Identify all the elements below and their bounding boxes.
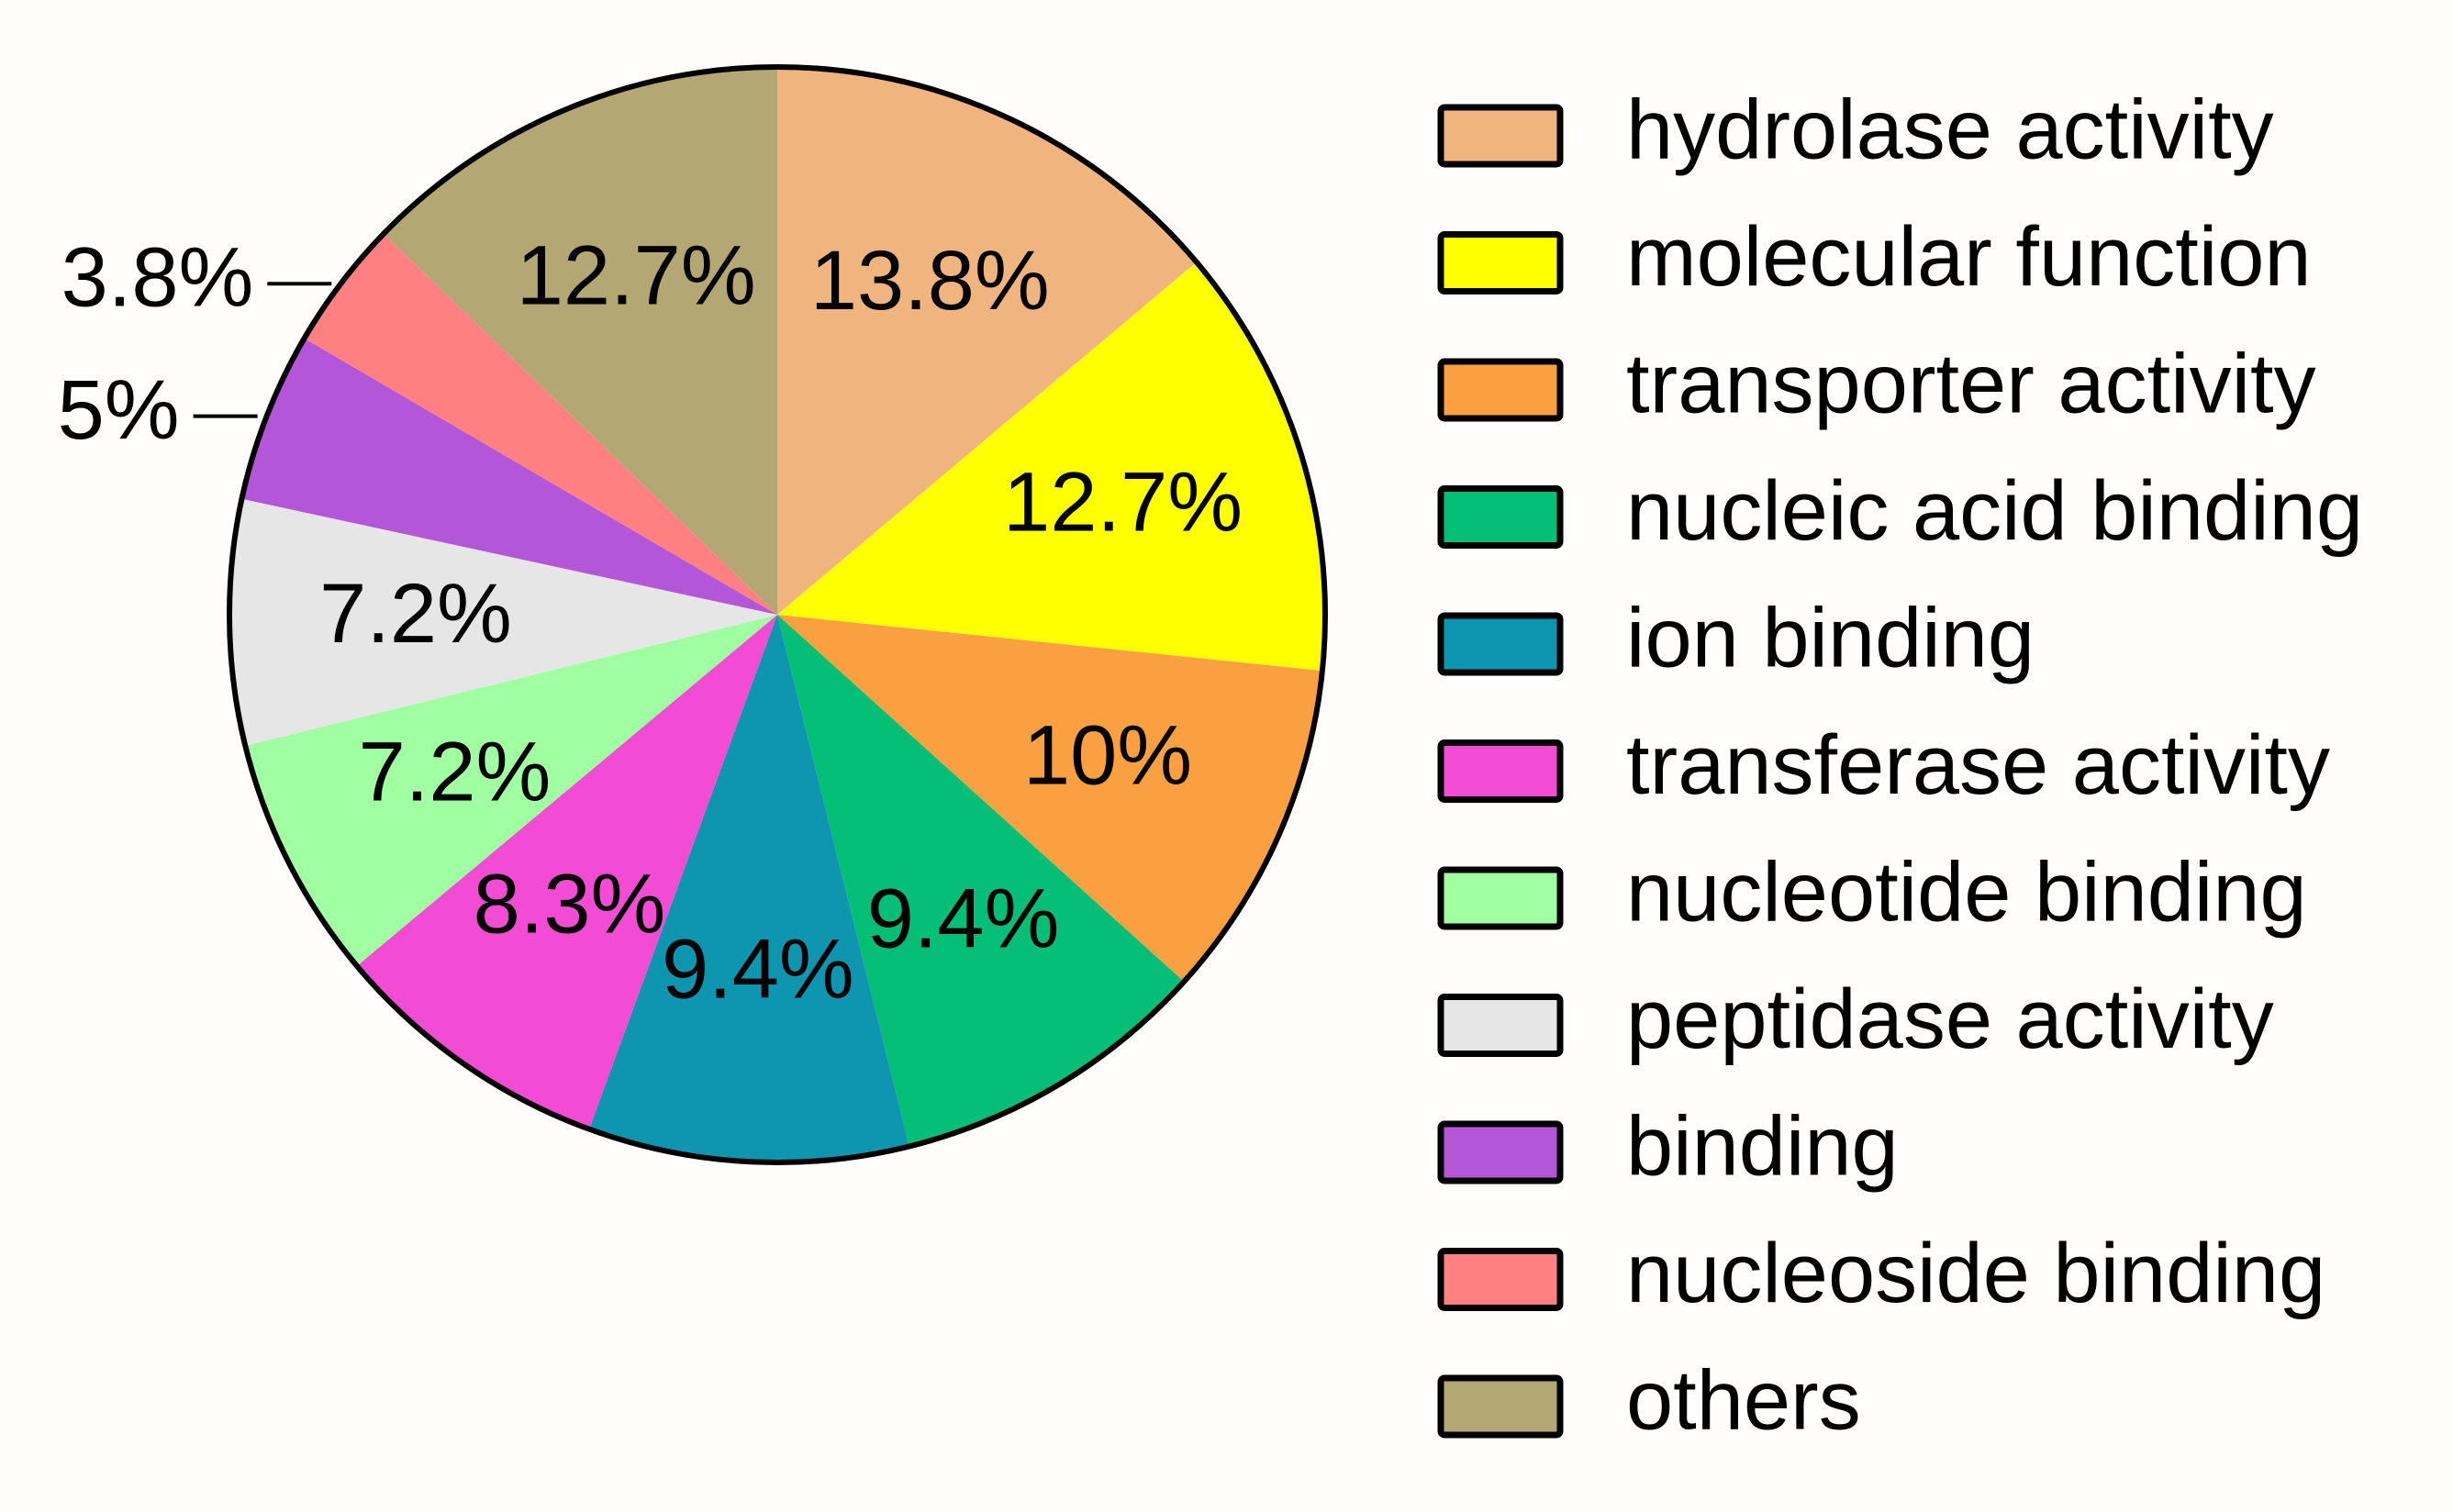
legend-swatch — [1437, 1120, 1564, 1184]
slice-label: 12.7% — [1003, 455, 1243, 549]
legend-swatch — [1437, 358, 1564, 422]
pie-slice — [777, 615, 1322, 982]
slice-label: 10% — [1023, 708, 1192, 802]
pie-outline — [227, 64, 1328, 1165]
slice-label: 8.3% — [474, 858, 666, 951]
legend-swatch — [1437, 866, 1564, 930]
slice-label: 12.7% — [517, 229, 756, 323]
pie-slice — [241, 338, 777, 615]
legend-label: nucleotide binding — [1626, 845, 2307, 939]
pie-slice — [229, 498, 778, 746]
legend-swatch — [1437, 485, 1564, 549]
pie-slice — [356, 615, 777, 1129]
legend-label: hydrolase activity — [1626, 83, 2274, 176]
pie-slice — [245, 615, 777, 966]
pie-slice — [777, 261, 1325, 672]
legend-label: transferase activity — [1626, 718, 2330, 812]
legend-label: ion binding — [1626, 591, 2035, 684]
slice-label: 3.8% — [61, 231, 254, 325]
slice-label: 7.2% — [359, 725, 552, 818]
legend-swatch — [1437, 994, 1564, 1057]
legend-label: peptidase activity — [1626, 973, 2274, 1066]
pie-slice — [383, 67, 777, 615]
legend-swatch — [1437, 612, 1564, 676]
slice-label: 9.4% — [867, 872, 1060, 965]
legend-label: molecular function — [1626, 210, 2312, 304]
legend-label: transporter activity — [1626, 337, 2316, 430]
slice-label: 7.2% — [319, 567, 512, 661]
legend-swatch — [1437, 739, 1564, 803]
legend-label: binding — [1626, 1099, 1899, 1193]
legend-label: nucleic acid binding — [1626, 464, 2363, 558]
legend-label: others — [1626, 1353, 1861, 1447]
slice-label: 5% — [58, 363, 180, 457]
slice-label: 13.8% — [810, 234, 1050, 328]
legend-label: nucleoside binding — [1626, 1227, 2325, 1320]
pie-slice — [304, 233, 777, 615]
pie-slice — [777, 615, 1185, 1147]
legend-swatch — [1437, 231, 1564, 295]
pie-slice — [777, 67, 1197, 615]
legend-swatch — [1437, 1374, 1564, 1439]
legend-swatch — [1437, 1248, 1564, 1311]
legend-swatch — [1437, 104, 1564, 168]
pie-slice — [589, 615, 909, 1163]
slice-label: 9.4% — [662, 923, 854, 1017]
